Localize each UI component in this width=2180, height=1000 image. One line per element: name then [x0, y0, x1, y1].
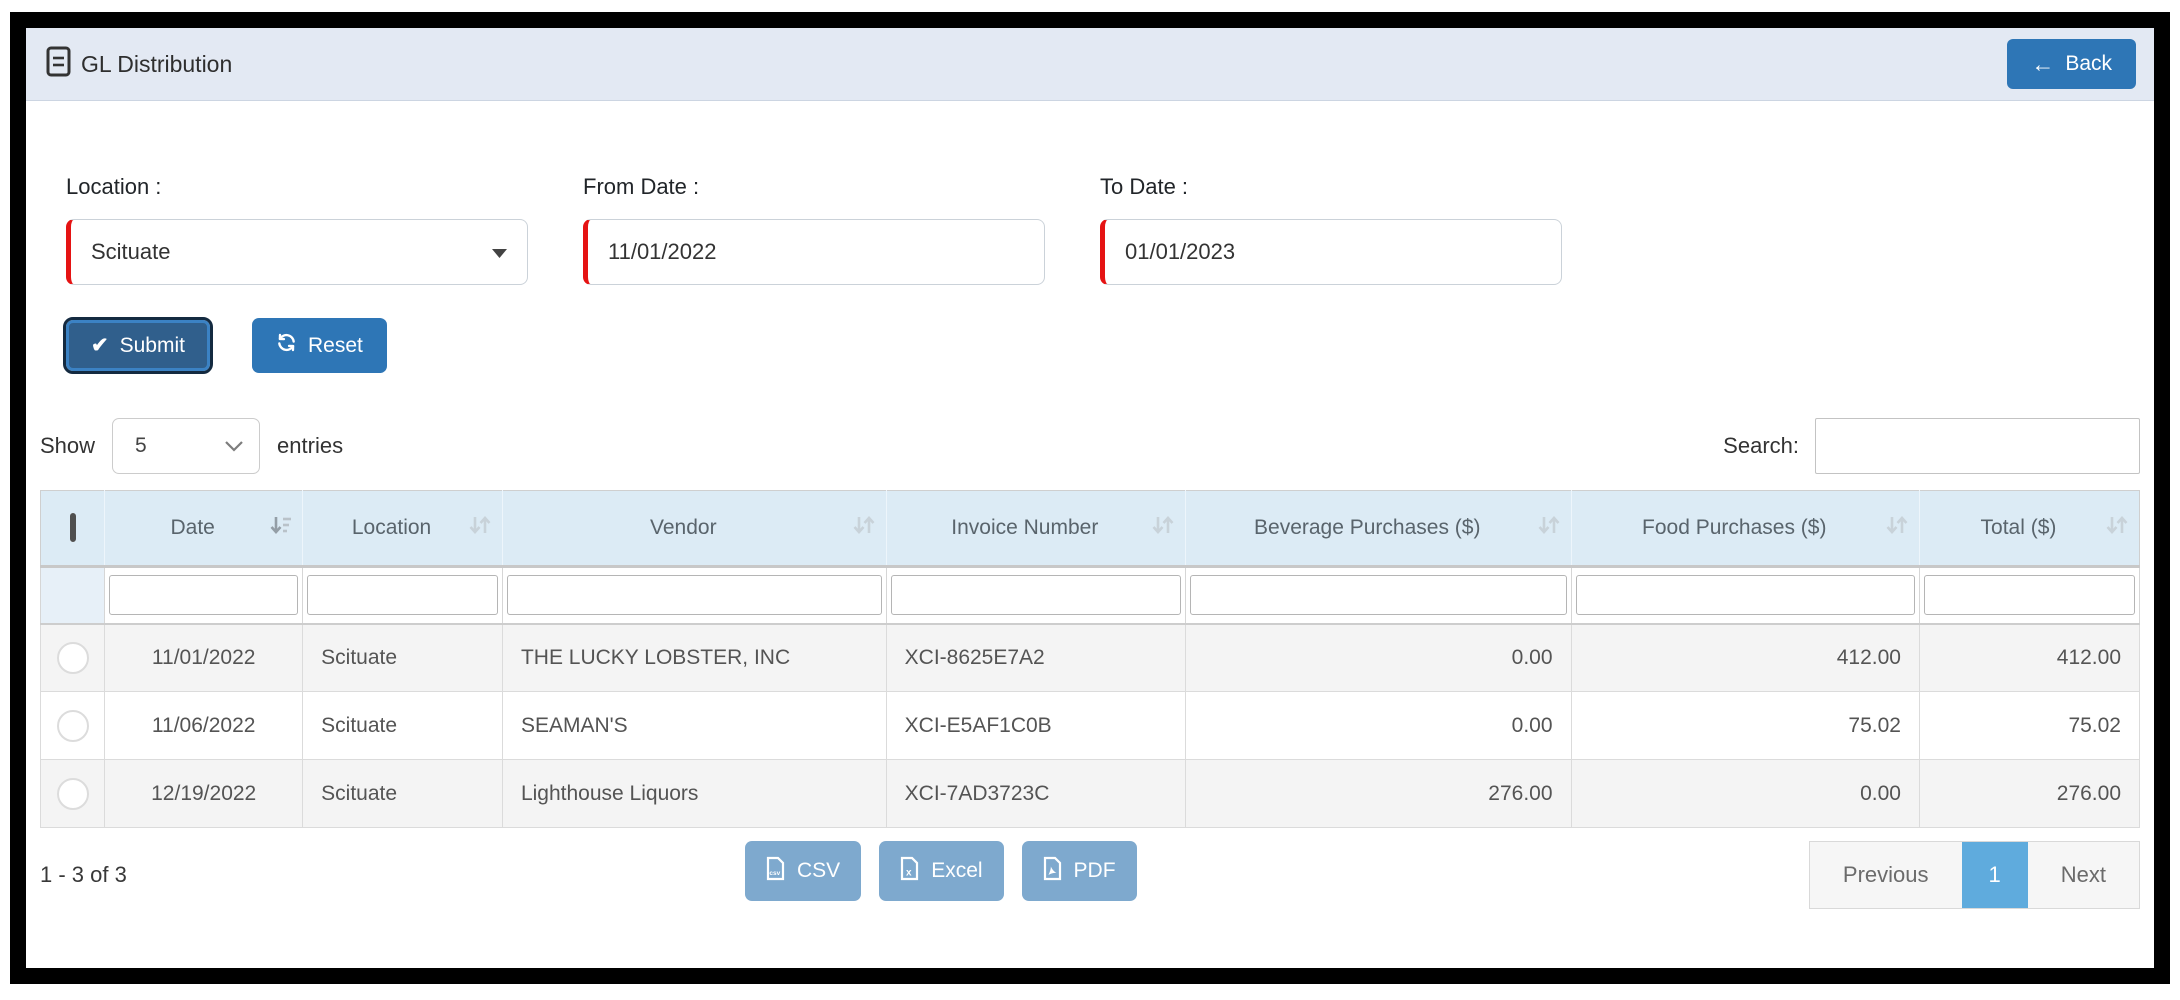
titlebar: GL Distribution ← Back: [26, 28, 2154, 101]
export-excel-label: Excel: [931, 859, 983, 882]
pagination-next[interactable]: Next: [2060, 862, 2106, 887]
export-excel-button[interactable]: x Excel: [879, 841, 1004, 901]
cell-location: Scituate: [302, 759, 503, 828]
cell-location: Scituate: [302, 623, 503, 692]
cell-invoice: XCI-E5AF1C0B: [885, 691, 1186, 760]
to-date-input[interactable]: [1100, 219, 1562, 285]
svg-text:csv: csv: [769, 870, 780, 877]
entries-select[interactable]: 5: [112, 418, 261, 474]
export-pdf-label: PDF: [1073, 859, 1116, 882]
column-header-total[interactable]: Total ($): [1919, 490, 2141, 568]
filter-input-invoice-number[interactable]: [890, 575, 1181, 616]
check-icon: ✔: [91, 334, 109, 357]
cell-beverage: 0.00: [1184, 691, 1572, 760]
to-date-label: To Date :: [1100, 174, 1189, 199]
table-row: 11/01/2022 Scituate THE LUCKY LOBSTER, I…: [39, 623, 2141, 692]
cell-total: 412.00: [1918, 623, 2141, 692]
row-radio[interactable]: [56, 641, 89, 674]
cell-vendor: Lighthouse Liquors: [501, 759, 887, 828]
back-arrow-icon: ←: [2031, 50, 2055, 77]
select-all-checkbox[interactable]: [69, 513, 76, 542]
document-icon: [46, 46, 71, 82]
csv-file-icon: csv: [766, 856, 785, 887]
cell-food: 75.02: [1570, 691, 1920, 760]
excel-file-icon: x: [900, 856, 919, 887]
page-title: GL Distribution: [81, 50, 233, 77]
search-input[interactable]: [1815, 418, 2140, 474]
table-row: 11/06/2022 Scituate SEAMAN'S XCI-E5AF1C0…: [39, 691, 2141, 760]
gl-distribution-table: Date Location: [39, 490, 2141, 828]
cell-location: Scituate: [302, 691, 503, 760]
table-row: 12/19/2022 Scituate Lighthouse Liquors X…: [39, 759, 2141, 828]
export-csv-button[interactable]: csv CSV: [745, 841, 862, 901]
sort-both-icon: [1536, 514, 1562, 542]
cell-invoice: XCI-8625E7A2: [885, 623, 1186, 692]
sort-both-icon: [467, 514, 493, 542]
column-header-location[interactable]: Location: [302, 490, 503, 568]
show-label: Show: [40, 433, 96, 458]
row-radio[interactable]: [56, 709, 89, 742]
submit-button-label: Submit: [119, 333, 185, 357]
cell-date: 11/06/2022: [104, 691, 304, 760]
svg-text:x: x: [906, 867, 912, 878]
cell-invoice: XCI-7AD3723C: [885, 759, 1186, 828]
filter-input-food-purchases[interactable]: [1575, 575, 1915, 616]
sort-both-icon: [851, 514, 877, 542]
row-radio[interactable]: [56, 777, 89, 810]
app-window: GL Distribution ← Back Location : Scitua…: [10, 12, 2170, 984]
location-select-value: Scituate: [91, 239, 171, 264]
back-button[interactable]: ← Back: [2007, 39, 2136, 89]
from-date-label: From Date :: [583, 174, 700, 199]
cell-food: 0.00: [1570, 759, 1920, 828]
filter-input-beverage-purchases[interactable]: [1189, 575, 1567, 616]
sort-both-icon: [2104, 514, 2130, 542]
filter-form: Location : Scituate From Date : To Date …: [63, 174, 2140, 374]
reset-button-label: Reset: [307, 333, 363, 357]
filter-input-vendor[interactable]: [506, 575, 882, 616]
pagination-previous[interactable]: Previous: [1842, 862, 1929, 887]
column-header-date[interactable]: Date: [104, 490, 304, 568]
cell-total: 75.02: [1918, 691, 2141, 760]
search-label: Search:: [1723, 433, 1799, 458]
back-button-label: Back: [2065, 52, 2112, 75]
pdf-file-icon: [1043, 856, 1062, 887]
refresh-icon: [276, 332, 297, 359]
location-label: Location :: [66, 174, 162, 199]
column-header-invoice-number[interactable]: Invoice Number: [886, 490, 1186, 568]
filter-input-date[interactable]: [109, 575, 299, 616]
select-all-header: [40, 490, 106, 568]
column-filter-row: [39, 566, 2141, 625]
submit-button[interactable]: ✔ Submit: [63, 317, 213, 374]
export-pdf-button[interactable]: PDF: [1021, 841, 1137, 901]
chevron-down-icon: [225, 434, 243, 458]
location-select[interactable]: Scituate: [66, 219, 528, 285]
entries-label: entries: [277, 433, 344, 458]
table-header-row: Date Location: [40, 490, 2141, 568]
caret-down-icon: [492, 239, 507, 265]
cell-date: 11/01/2022: [104, 623, 304, 692]
sort-both-icon: [1884, 514, 1910, 542]
export-csv-label: CSV: [797, 859, 841, 882]
reset-button[interactable]: Reset: [251, 318, 387, 373]
column-header-food-purchases[interactable]: Food Purchases ($): [1571, 490, 1920, 568]
table-info: 1 - 3 of 3: [40, 862, 127, 887]
column-header-vendor[interactable]: Vendor: [502, 490, 887, 568]
entries-select-value: 5: [135, 434, 147, 457]
pagination-page-1[interactable]: 1: [1961, 842, 2028, 908]
cell-beverage: 0.00: [1184, 623, 1572, 692]
filter-input-location[interactable]: [307, 575, 498, 616]
cell-beverage: 276.00: [1184, 759, 1572, 828]
column-header-beverage-purchases[interactable]: Beverage Purchases ($): [1185, 490, 1572, 568]
filter-input-total[interactable]: [1923, 575, 2135, 616]
cell-total: 276.00: [1918, 759, 2141, 828]
export-buttons: csv CSV x Excel: [745, 841, 1137, 901]
pagination: Previous 1 Next: [1808, 841, 2140, 909]
sort-both-icon: [1150, 514, 1176, 542]
cell-vendor: SEAMAN'S: [501, 691, 887, 760]
cell-food: 412.00: [1570, 623, 1920, 692]
from-date-input[interactable]: [583, 219, 1045, 285]
sort-active-icon: [269, 514, 293, 542]
cell-date: 12/19/2022: [104, 759, 304, 828]
cell-vendor: THE LUCKY LOBSTER, INC: [501, 623, 887, 692]
